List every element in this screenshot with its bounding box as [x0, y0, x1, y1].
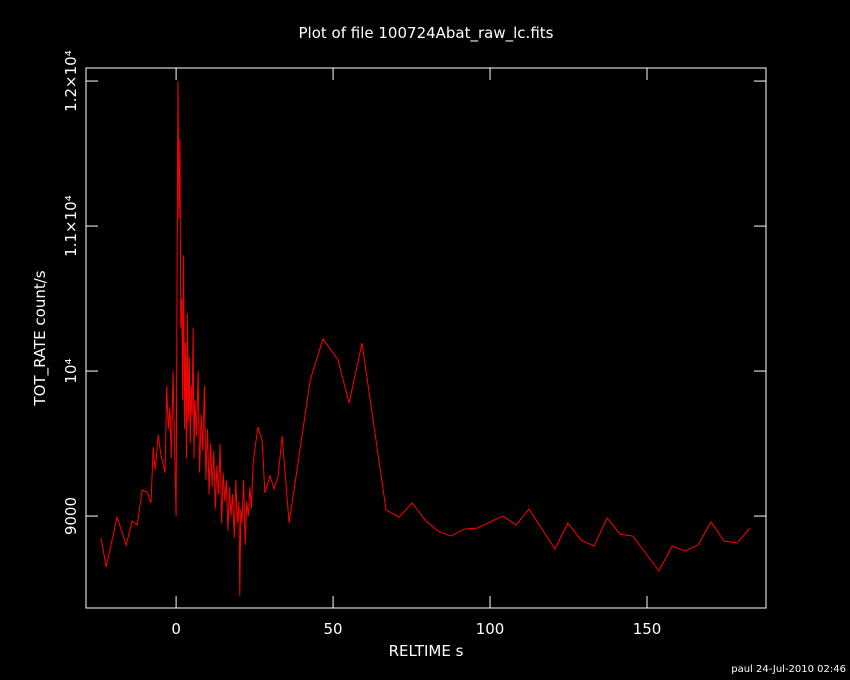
- x-axis-label: RELTIME s: [389, 642, 464, 660]
- chart-title: Plot of file 100724Abat_raw_lc.fits: [299, 24, 554, 43]
- x-tick-label: 150: [633, 620, 662, 638]
- plot-frame: [85, 67, 767, 609]
- light-curve: [100, 81, 751, 596]
- y-tick-label: 1.1×10⁴: [62, 195, 80, 257]
- footer: paul 24-Jul-2010 02:46: [731, 664, 846, 675]
- y-axis-label: TOT_RATE count/s: [31, 270, 50, 406]
- x-tick-label: 0: [171, 620, 181, 638]
- x-tick-label: 50: [324, 620, 343, 638]
- y-tick-label: 9000: [62, 497, 80, 535]
- y-tick-label: 10⁴: [62, 359, 80, 384]
- x-tick-label: 100: [476, 620, 505, 638]
- y-tick-label: 1.2×10⁴: [62, 50, 80, 112]
